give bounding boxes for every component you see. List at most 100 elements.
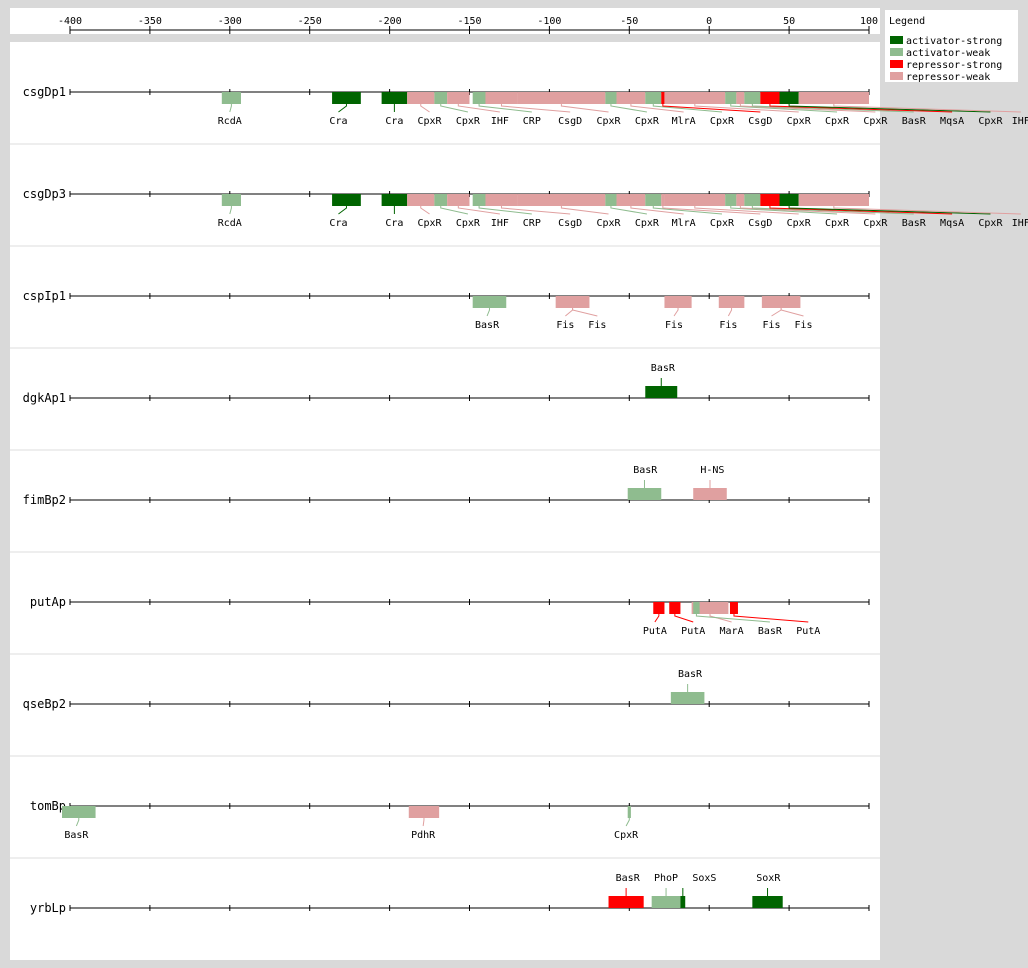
site-label: CpxR [787,116,812,127]
site-label: MqsA [940,218,964,229]
binding-site [407,194,435,206]
site-label: CpxR [825,116,850,127]
site-leader [229,206,232,215]
site-leader [630,206,684,215]
binding-site [669,602,681,614]
binding-site [555,296,590,308]
site-label: CsgD [748,218,772,229]
site-label: IHF [1012,116,1028,127]
site-label: PutA [643,626,667,637]
legend-items: activator-strongactivator-weakrepressor-… [890,36,1002,83]
binding-site [760,194,780,206]
position-axis: -400 -350 -300 -250 -200 -150 -100 -50 0 50 100 [58,16,878,34]
promoter-track-tomBp: tomBp BasR PdhR CpxR [10,755,880,841]
binding-site [472,296,507,308]
binding-site [605,194,617,206]
binding-site [627,806,631,818]
binding-site [729,602,738,614]
promoter-track-csgDp1: csgDp1 RcdA Cra Cra CpxR CpxR IHF CRP CsgD CpxR Cp… [23,85,1028,127]
binding-site [381,194,408,206]
site-leader [652,104,723,113]
site-leader [440,206,469,215]
site-label: BasR [475,320,500,331]
binding-site [651,896,681,908]
site-leader [457,206,500,215]
axis-tick-label: 100 [860,16,878,27]
promoter-track-qseBp2: qseBp2 BasR [10,653,880,711]
site-label: RcdA [218,218,242,229]
binding-site [485,194,518,206]
site-label: SoxS [692,873,716,884]
site-leader [486,308,490,317]
binding-site [408,806,440,818]
site-label: CpxR [418,116,443,127]
binding-site [608,896,644,908]
site-leader [457,104,500,113]
promoter-track-cspIp1: cspIp1 BasR Fis Fis Fis Fis Fis Fis [10,245,880,331]
binding-site [407,92,435,104]
site-label: Fis [794,320,812,331]
site-leader [769,206,953,215]
binding-site [645,92,662,104]
site-label: Fis [762,320,780,331]
site-leader [694,104,799,113]
site-leader [422,818,425,827]
binding-site [645,386,678,398]
site-leader [338,104,347,113]
site-leader [769,104,953,113]
site-label: CpxR [596,116,621,127]
site-label: CpxR [710,218,735,229]
site-leader [420,206,430,215]
binding-site [434,194,448,206]
binding-site [332,92,361,104]
site-label: CpxR [596,218,621,229]
axis-tick-label: -150 [457,16,481,27]
site-leader [833,206,1021,215]
binding-site [779,92,799,104]
legend: Legend activator-strongactivator-weakrep… [885,10,1018,83]
binding-site [691,602,729,614]
legend-box [885,10,1018,82]
site-leader [440,104,469,113]
binding-site [693,602,700,614]
site-label: PdhR [411,830,436,841]
binding-site [616,92,646,104]
site-label: MqsA [940,116,964,127]
site-leader [730,206,838,215]
axis-tick-label: 50 [783,16,795,27]
site-label: CpxR [456,116,481,127]
site-label: CpxR [825,218,850,229]
site-label: CpxR [635,218,660,229]
promoter-track-dgkAp1: dgkAp1 BasR [10,347,880,405]
site-label: Cra [385,116,403,127]
binding-site [517,92,606,104]
site-label: BasR [678,669,703,680]
site-leader [625,818,630,827]
site-label: IHF [1012,218,1028,229]
site-leader [662,104,761,113]
site-leader [780,308,804,317]
axis-tick-label: -350 [138,16,162,27]
site-label: IHF [491,116,509,127]
site-leader [420,104,430,113]
binding-site [798,92,869,104]
site-label: BasR [616,873,641,884]
promoter-name: cspIp1 [23,289,66,303]
site-label: Fis [719,320,737,331]
binding-site [447,194,470,206]
legend-label: activator-strong [906,36,1002,47]
legend-label: repressor-weak [906,72,990,83]
binding-site [736,194,745,206]
site-label: CpxR [710,116,735,127]
legend-title: Legend [889,16,925,27]
binding-site [62,806,96,818]
site-label: CpxR [614,830,639,841]
site-label: CpxR [863,116,888,127]
site-leader [478,206,532,215]
binding-site [752,896,783,908]
binding-site [670,692,705,704]
site-label: CpxR [456,218,481,229]
promoter-track-fimBp2: fimBp2 BasR H-NS [10,449,880,507]
promoter-name: dgkAp1 [23,391,66,405]
binding-site [605,92,617,104]
